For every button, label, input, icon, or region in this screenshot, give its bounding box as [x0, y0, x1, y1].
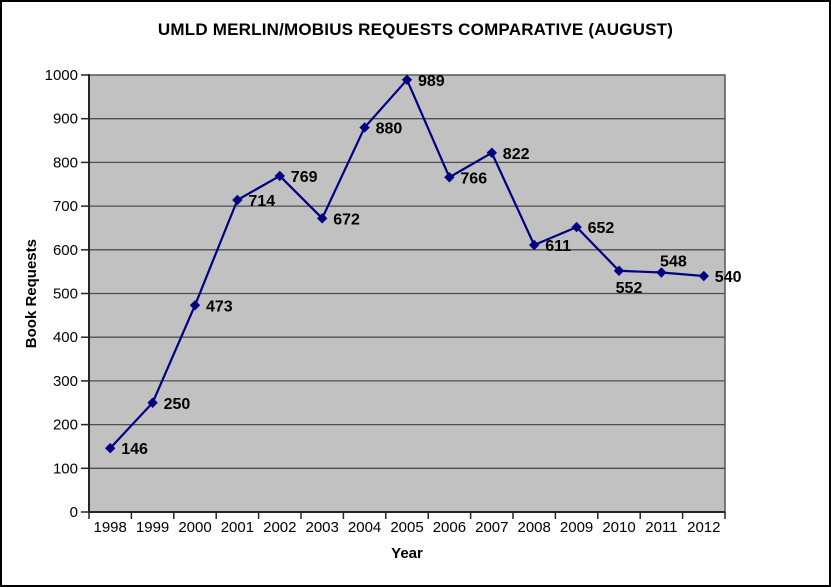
- y-tick-label: 700: [53, 198, 78, 215]
- data-point-marker: [232, 194, 243, 206]
- data-point-label: 548: [660, 254, 687, 271]
- data-point-label: 880: [376, 120, 403, 137]
- data-point-marker: [104, 442, 116, 454]
- x-tick-label: 2006: [433, 519, 466, 536]
- data-point-label: 989: [418, 73, 445, 90]
- data-point-marker: [571, 221, 582, 233]
- data-point-label: 540: [715, 269, 742, 286]
- x-tick-label: 2011: [645, 519, 677, 536]
- data-point-marker: [316, 213, 328, 224]
- y-tick-label: 800: [53, 154, 78, 171]
- data-point-marker: [274, 170, 286, 182]
- data-point-marker: [444, 172, 455, 183]
- data-point-label: 769: [291, 169, 318, 186]
- data-point-marker: [359, 122, 370, 133]
- y-tick-label: 0: [70, 504, 78, 521]
- x-tick-label: 2012: [687, 519, 720, 536]
- x-tick-label: 2009: [560, 519, 593, 536]
- data-point-marker: [656, 267, 667, 278]
- y-tick-label: 900: [53, 111, 78, 128]
- data-point-label: 766: [460, 170, 487, 187]
- x-tick-label: 2003: [306, 519, 339, 536]
- x-tick-label: 1998: [94, 519, 127, 536]
- y-tick-label: 600: [53, 242, 78, 259]
- data-point-marker: [698, 270, 710, 282]
- data-point-label: 250: [164, 396, 191, 413]
- y-tick-label: 100: [53, 460, 78, 477]
- y-tick-label: 500: [53, 286, 78, 303]
- data-point-label: 552: [616, 280, 643, 297]
- data-point-label: 672: [333, 211, 360, 228]
- data-point-label: 611: [545, 238, 571, 255]
- data-point-label: 714: [248, 193, 275, 210]
- data-point-label: 146: [121, 441, 148, 458]
- x-tick-label: 2004: [348, 519, 381, 536]
- y-tick-label: 400: [53, 329, 78, 346]
- x-axis-title: Year: [391, 545, 423, 562]
- data-point-label: 822: [503, 146, 530, 163]
- data-point-label: 652: [588, 220, 615, 237]
- data-point-marker: [189, 300, 201, 311]
- data-point-marker: [486, 147, 498, 158]
- x-tick-label: 1999: [136, 519, 169, 536]
- x-tick-label: 2007: [475, 519, 508, 536]
- x-tick-label: 2000: [178, 519, 211, 536]
- y-tick-label: 200: [53, 417, 78, 434]
- data-point-marker: [528, 239, 540, 251]
- x-tick-label: 2001: [221, 519, 254, 536]
- y-tick-label: 1000: [45, 67, 78, 84]
- x-tick-label: 2005: [390, 519, 423, 536]
- x-tick-label: 2002: [263, 519, 296, 536]
- data-point-marker: [613, 265, 625, 276]
- y-tick-label: 300: [53, 373, 78, 390]
- chart-title: UMLD MERLIN/MOBIUS REQUESTS COMPARATIVE …: [157, 20, 674, 39]
- data-point-marker: [147, 397, 158, 408]
- data-point-marker: [401, 74, 413, 86]
- x-tick-label: 2010: [602, 519, 635, 536]
- x-tick-label: 2008: [518, 519, 551, 536]
- data-point-label: 473: [206, 298, 233, 315]
